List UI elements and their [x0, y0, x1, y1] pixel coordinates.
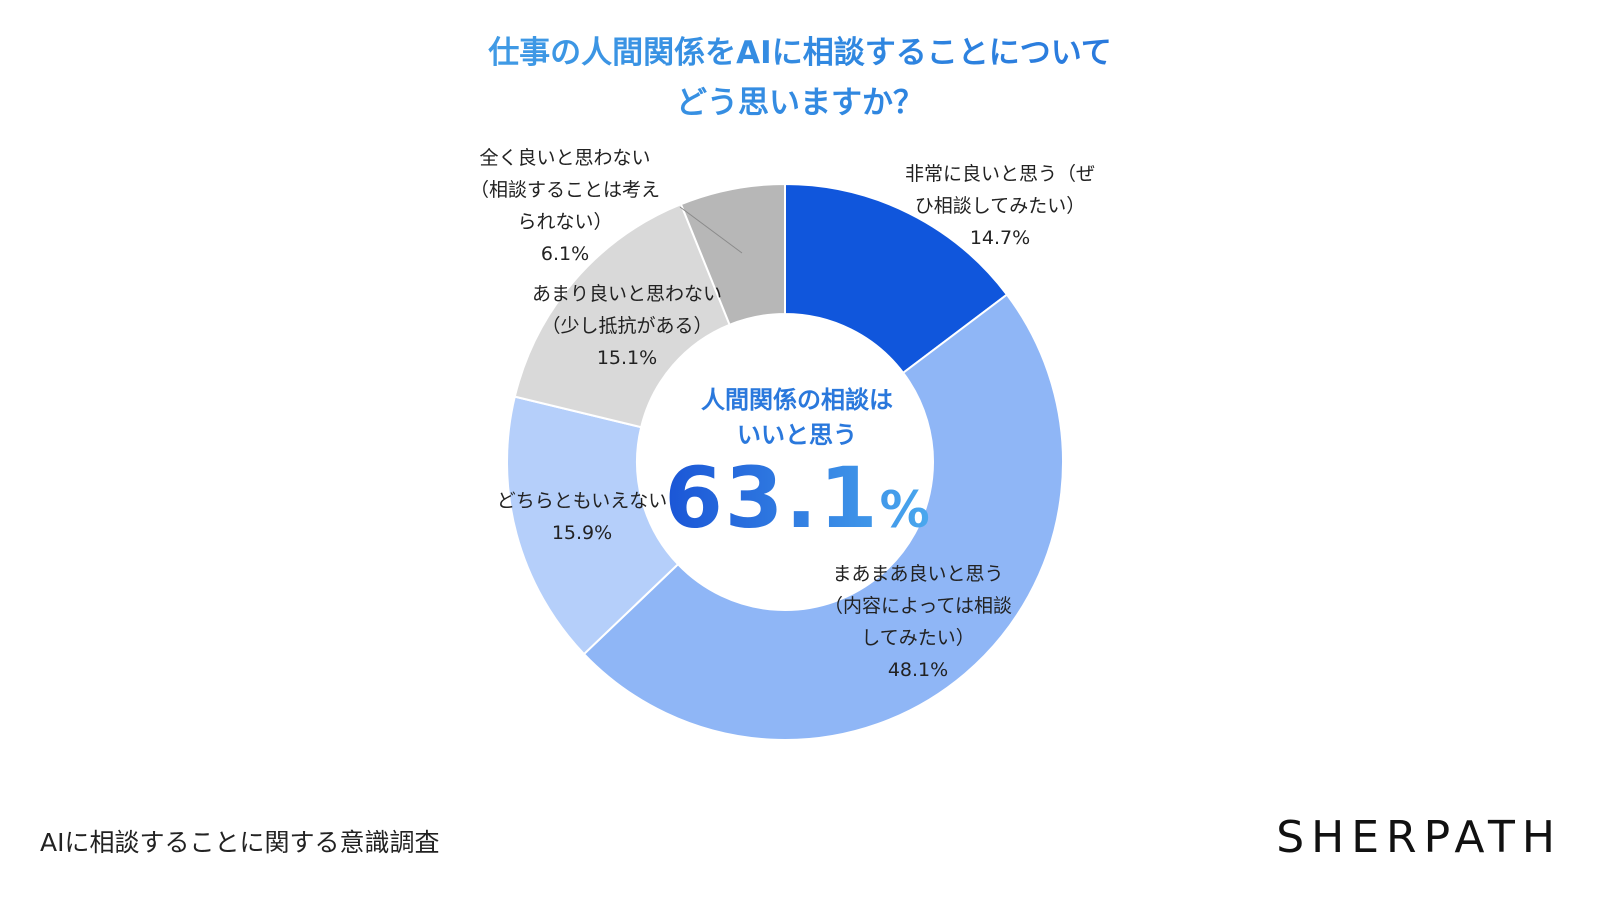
slice-value-not-good-at-all: 6.1%	[541, 243, 589, 265]
slice-label-very-good: 非常に良いと思う（ぜひ相談してみたい） 14.7%	[905, 163, 1095, 249]
slice-value-somewhat-not-good: 15.1%	[597, 347, 657, 369]
slice-label-line: まあまあ良いと思う	[832, 563, 1003, 585]
donut-slice-very-good	[784, 182, 1009, 375]
donut-slice-somewhat-good	[582, 293, 1064, 741]
donut-slice-not-good-at-all	[679, 182, 786, 327]
slice-label-line: （相談することは考え	[470, 179, 660, 201]
center-text-line-2: いいと思う	[737, 421, 857, 449]
slice-label-line: 全く良いと思わない	[479, 147, 650, 169]
slice-label-line: ひ相談してみたい）	[915, 195, 1085, 217]
slice-label-neutral: どちらともいえない 15.9%	[497, 490, 668, 544]
slice-label-line: どちらともいえない	[497, 490, 668, 512]
slice-label-somewhat-not-good: あまり良いと思わない （少し抵抗がある） 15.1%	[532, 283, 722, 369]
slice-label-line: （内容によっては相談	[824, 595, 1012, 617]
slice-value-very-good: 14.7%	[970, 227, 1030, 249]
center-percentage: 63.1%	[664, 449, 929, 547]
sherpath-logo: SHERPATH	[1276, 812, 1562, 863]
slice-label-line: 非常に良いと思う（ぜ	[905, 163, 1095, 185]
survey-name: AIに相談することに関する意識調査	[40, 828, 440, 857]
slice-label-line: してみたい）	[861, 627, 974, 649]
donut-slices	[506, 182, 1064, 741]
slice-label-line: あまり良いと思わない	[532, 283, 722, 305]
slice-label-somewhat-good: まあまあ良いと思う （内容によっては相談してみたい） 48.1%	[824, 563, 1012, 681]
center-callout: 人間関係の相談は いいと思う 63.1%	[664, 386, 929, 547]
slice-value-somewhat-good: 48.1%	[888, 659, 948, 681]
center-percentage-unit: %	[880, 481, 930, 539]
slice-label-line: （少し抵抗がある）	[541, 315, 712, 337]
center-percentage-value: 63.1	[664, 449, 879, 547]
label-leader-line	[679, 206, 743, 254]
donut-slice-somewhat-not-good	[513, 202, 731, 429]
slice-value-neutral: 15.9%	[552, 522, 612, 544]
slice-labels: 非常に良いと思う（ぜひ相談してみたい） 14.7% まあまあ良いと思う （内容によって…	[470, 147, 1095, 681]
center-text-line-1: 人間関係の相談は	[701, 386, 893, 414]
donut-slice-neutral	[506, 395, 680, 656]
slice-label-not-good-at-all: 全く良いと思わない （相談することは考えられない） 6.1%	[470, 147, 660, 265]
slice-label-line: られない）	[517, 211, 612, 233]
